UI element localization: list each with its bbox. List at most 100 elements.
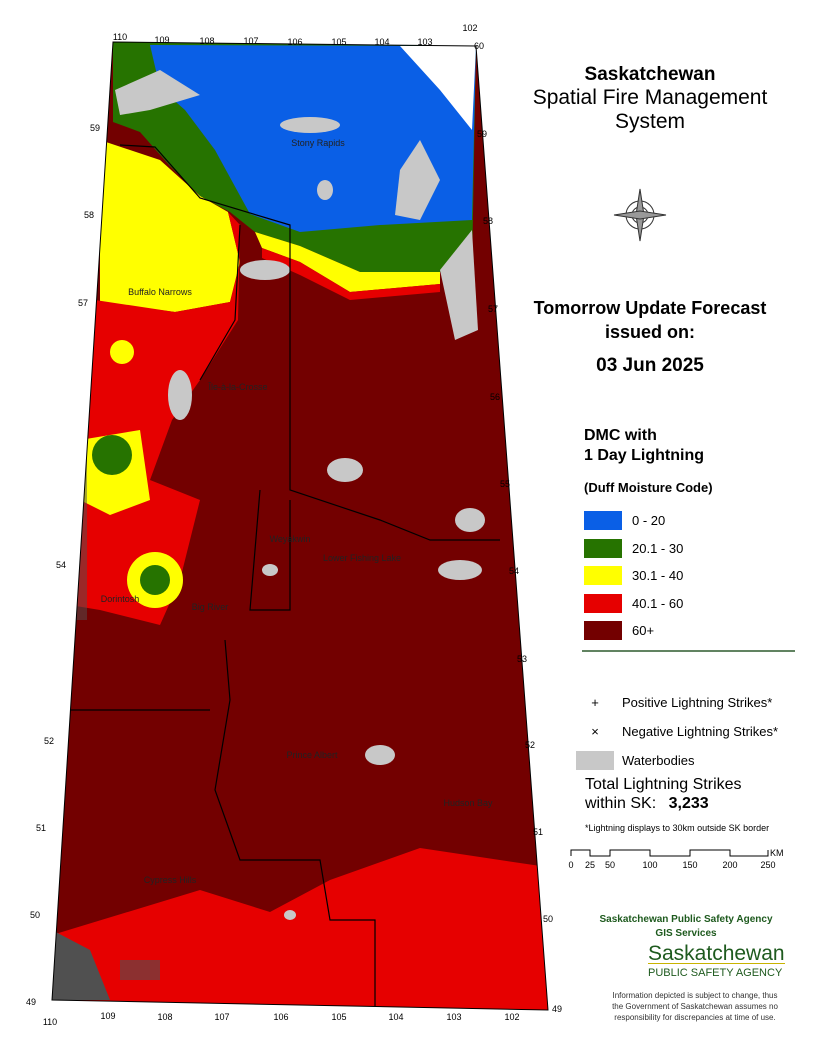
forecast-date: 03 Jun 2025 [596, 355, 704, 376]
legend-title-line: 1 Day Lightning [584, 447, 704, 464]
compass [613, 188, 667, 242]
coord-label: 53 [517, 654, 527, 664]
legend-item: 20.1 - 30 [584, 535, 683, 563]
place-label: Prince Albert [286, 750, 338, 760]
forecast-line: Tomorrow Update Forecast [533, 298, 767, 318]
symbol-item: + Positive Lightning Strikes* [576, 688, 778, 717]
coord-label: 107 [243, 36, 258, 46]
no-data [400, 46, 476, 130]
strikes: Total Lightning Strikes within SK: 3,233… [585, 775, 769, 838]
province [52, 42, 548, 1010]
dmc-green [92, 435, 132, 475]
dmc-blue [150, 45, 476, 232]
coord-label: 108 [199, 36, 214, 46]
place-label: Stony Rapids [291, 138, 345, 148]
scale-label: 50 [605, 860, 615, 870]
symbol: × [591, 724, 599, 739]
scale-label: 100 [642, 860, 657, 870]
symbol-legend: + Positive Lightning Strikes* × Negative Li… [576, 688, 778, 775]
dmc-yellow [255, 232, 440, 292]
scale-unit: KM [770, 848, 784, 858]
agency: Saskatchewan Public Safety Agency GIS Se… [575, 913, 797, 941]
legend-item: 0 - 20 [584, 507, 683, 535]
coord-label: 60 [474, 41, 484, 51]
legend-swatch [584, 566, 622, 586]
province-outline [51, 41, 549, 1011]
coord-label: 52 [525, 740, 535, 750]
coord-label: 50 [543, 914, 553, 924]
coord-label: 57 [78, 298, 88, 308]
scale-label: 200 [722, 860, 737, 870]
coord-label: 58 [483, 216, 493, 226]
place-label: Dorintosh [101, 594, 140, 604]
forecast-line: issued on: [604, 322, 695, 342]
coord-label: 105 [331, 1012, 346, 1022]
legend-label: 20.1 - 30 [632, 540, 684, 556]
coord-label: 107 [214, 1012, 229, 1022]
coord-label: 110 [43, 1017, 57, 1027]
symbol-label: Waterbodies [622, 753, 695, 768]
logo: Saskatchewan PUBLIC SAFETY AGENCY [648, 942, 785, 982]
coord-label: 109 [100, 1011, 115, 1021]
place-label: Île-à-la-Crosse [207, 382, 267, 392]
legend-item: 40.1 - 60 [584, 590, 683, 618]
symbol-item: × Negative Lightning Strikes* [576, 717, 778, 746]
scale-label: 250 [760, 860, 775, 870]
waterbody-swatch [576, 751, 614, 770]
place-label: Buffalo Narrows [128, 287, 192, 297]
dmc-red [52, 848, 548, 1010]
coord-label: 106 [287, 37, 302, 47]
coord-label: 109 [154, 35, 169, 45]
logo-text: PUBLIC SAFETY AGENCY [648, 963, 785, 982]
coord-label: 106 [273, 1012, 288, 1022]
dmc-yellow [100, 140, 240, 312]
coord-label: 49 [26, 997, 36, 1007]
legend-swatch [584, 593, 622, 613]
strikes-label: Total Lightning Strikes [585, 776, 742, 793]
legend-item: 30.1 - 40 [584, 562, 683, 590]
scale-label: 0 [568, 860, 573, 870]
place-label: Lower Fishing Lake [323, 553, 401, 563]
place-label: Big River [192, 602, 229, 612]
coord-label: 59 [90, 123, 100, 133]
dmc-green [140, 565, 170, 595]
disclaimer-line: Information depicted is subject to chang… [612, 991, 778, 1000]
strikes-note: *Lightning displays to 30km outside SK b… [585, 823, 770, 833]
symbol: + [591, 695, 599, 710]
coord-label: 102 [504, 1012, 519, 1022]
disclaimer-line: responsibility for discrepancies at time… [614, 1013, 776, 1022]
legend-title: DMC with 1 Day Lightning (Duff Moisture … [584, 426, 713, 498]
scale-bar: 0 25 50 100 150 200 250 KM [568, 848, 783, 870]
legend-swatch [584, 621, 622, 641]
coord-label: 56 [490, 392, 500, 402]
place-label: Hudson Bay [443, 798, 493, 808]
coord-label: 104 [374, 37, 389, 47]
title: Saskatchewan [584, 64, 716, 85]
legend-label: 0 - 20 [632, 513, 666, 529]
legend-title-line: DMC with [584, 427, 657, 444]
strikes-label: within SK: [585, 795, 657, 812]
coord-label: 58 [84, 210, 94, 220]
scale-label: 25 [585, 860, 595, 870]
strikes-row: within SK: 3,233 [585, 794, 769, 813]
coord-label: 57 [488, 304, 498, 314]
logo-text: Saskatchewan [648, 942, 785, 965]
scale-label: 150 [682, 860, 697, 870]
coord-label: 55 [500, 479, 510, 489]
coord-label: 110 [113, 32, 127, 42]
forecast: Tomorrow Update Forecast issued on: 03 J… [500, 296, 800, 378]
dmc-yellow [110, 340, 134, 364]
symbol-label: Negative Lightning Strikes* [622, 724, 779, 739]
legend-label: 60+ [632, 623, 655, 639]
region-boundaries [60, 144, 500, 1010]
title-block: Saskatchewan Spatial Fire Management Sys… [500, 64, 800, 134]
dmc-red [70, 212, 240, 625]
strikes-total: 3,233 [668, 795, 709, 812]
agency-line: GIS Services [655, 928, 717, 939]
agency-line: Saskatchewan Public Safety Agency [599, 914, 773, 925]
coord-label: 49 [552, 1004, 562, 1014]
coord-label: 54 [509, 566, 519, 576]
subtitle: Spatial Fire Management [532, 86, 768, 109]
coord-label: 50 [30, 910, 40, 920]
